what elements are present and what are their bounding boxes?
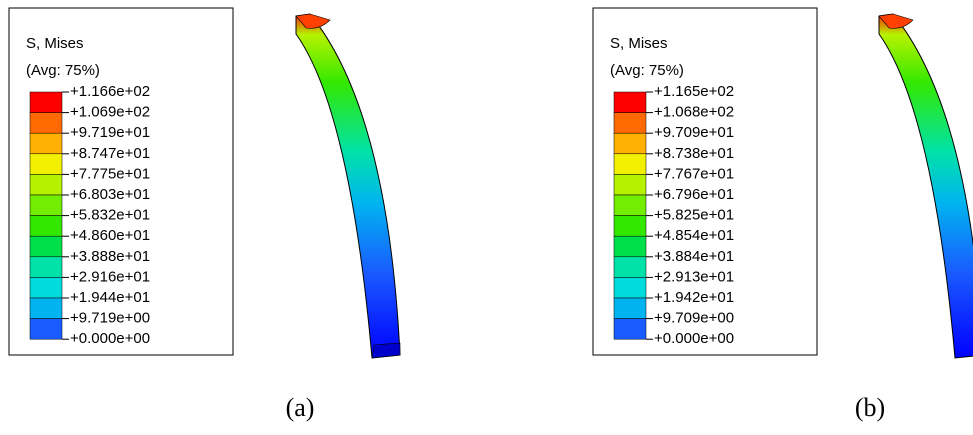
- legend-label: +1.166e+02: [70, 83, 150, 100]
- color-band: [614, 113, 646, 134]
- caption: (a): [286, 393, 315, 422]
- legend-label: +5.825e+01: [654, 207, 734, 224]
- color-band: [30, 257, 62, 278]
- color-band: [30, 113, 62, 134]
- legend-label: +3.888e+01: [70, 248, 150, 265]
- legend-label: +6.796e+01: [654, 186, 734, 203]
- legend-label: +2.916e+01: [70, 268, 150, 285]
- legend-label: +3.884e+01: [654, 248, 734, 265]
- color-band: [614, 133, 646, 154]
- legend-label: +8.738e+01: [654, 145, 734, 162]
- color-band: [30, 154, 62, 175]
- beam-a: [296, 14, 400, 358]
- legend-label: +1.068e+02: [654, 104, 734, 121]
- color-band: [30, 216, 62, 237]
- color-band: [614, 257, 646, 278]
- color-band: [30, 195, 62, 216]
- legend-label: +4.854e+01: [654, 227, 734, 244]
- color-band: [30, 92, 62, 113]
- caption: (b): [855, 393, 885, 422]
- beam-b: [879, 14, 973, 358]
- color-band: [30, 277, 62, 298]
- color-band: [614, 195, 646, 216]
- legend-label: +5.832e+01: [70, 207, 150, 224]
- legend-label: +6.803e+01: [70, 186, 150, 203]
- color-band: [614, 298, 646, 319]
- legend-label: +1.165e+02: [654, 83, 734, 100]
- legend-label: +7.767e+01: [654, 165, 734, 182]
- color-band: [30, 298, 62, 319]
- legend-label: +4.860e+01: [70, 227, 150, 244]
- color-band: [614, 216, 646, 237]
- color-band: [30, 174, 62, 195]
- color-band: [30, 319, 62, 340]
- legend-label: +1.944e+01: [70, 289, 150, 306]
- legend-label: +9.709e+00: [654, 310, 734, 327]
- color-band: [614, 92, 646, 113]
- color-band: [30, 236, 62, 257]
- color-band: [614, 236, 646, 257]
- legend-label: +0.000e+00: [70, 330, 150, 347]
- legend-label: +7.775e+01: [70, 165, 150, 182]
- color-band: [614, 174, 646, 195]
- legend-label: +9.719e+01: [70, 124, 150, 141]
- color-band: [614, 319, 646, 340]
- legend-label: +1.069e+02: [70, 104, 150, 121]
- legend-label: +9.709e+01: [654, 124, 734, 141]
- legend-title: S, Mises: [26, 35, 84, 52]
- figure: S, Mises (Avg: 75%) +1.166e+02 +1.069e+02 +9…: [0, 0, 973, 430]
- color-band: [614, 277, 646, 298]
- legend-subtitle: (Avg: 75%): [610, 62, 684, 79]
- legend-label: +8.747e+01: [70, 145, 150, 162]
- legend-label: +1.942e+01: [654, 289, 734, 306]
- color-band: [30, 133, 62, 154]
- legend-label: +0.000e+00: [654, 330, 734, 347]
- legend-label: +2.913e+01: [654, 268, 734, 285]
- legend-subtitle: (Avg: 75%): [26, 62, 100, 79]
- legend-label: +9.719e+00: [70, 310, 150, 327]
- legend-title: S, Mises: [610, 35, 668, 52]
- color-band: [614, 154, 646, 175]
